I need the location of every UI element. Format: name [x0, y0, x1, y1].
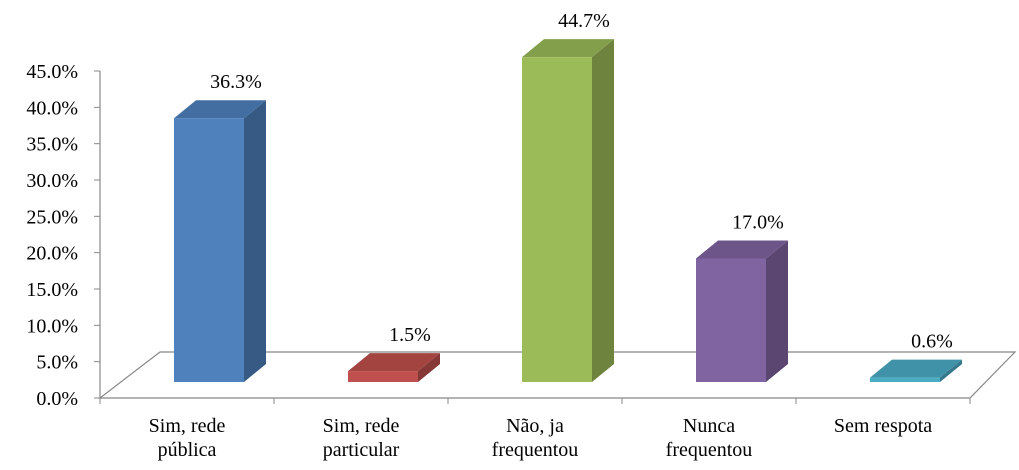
bar-top: [174, 100, 266, 119]
bar-side: [940, 359, 962, 382]
value-label: 0.6%: [911, 331, 953, 353]
x-tick-label: Não, ja frequentou: [491, 415, 579, 461]
y-tick-label: 40.0%: [26, 97, 78, 119]
y-tick-label: 45.0%: [26, 61, 78, 83]
bar-top: [522, 39, 614, 58]
x-tick-label: Sim, rede particular: [322, 415, 400, 461]
y-tick-label: 20.0%: [26, 243, 78, 265]
bar: [348, 371, 418, 382]
bar-top: [870, 359, 962, 378]
floor: [98, 351, 1017, 399]
value-label: 17.0%: [732, 211, 784, 233]
value-label: 36.3%: [210, 71, 262, 93]
bar-top: [696, 240, 788, 259]
bar: [870, 377, 940, 382]
y-tick-label: 30.0%: [26, 170, 78, 192]
y-tick-label: 5.0%: [36, 352, 78, 374]
x-tick-label: Nunca frequentou: [665, 415, 753, 461]
bar-side: [418, 353, 440, 382]
x-tick-label: Sem respota: [833, 415, 933, 437]
bar-side: [244, 100, 266, 382]
value-label: 44.7%: [558, 10, 610, 32]
y-tick-label: 25.0%: [26, 206, 78, 228]
y-tick-label: 35.0%: [26, 134, 78, 156]
bar: [174, 118, 244, 382]
bar-side: [592, 39, 614, 383]
y-tick-label: 0.0%: [36, 388, 78, 410]
x-tick-label: Sim, rede pública: [148, 415, 226, 461]
y-tick-label: 10.0%: [26, 315, 78, 337]
bar-top: [348, 353, 440, 372]
bar-side: [766, 240, 788, 382]
bar: [522, 57, 592, 383]
y-tick-label: 15.0%: [26, 279, 78, 301]
bar: [696, 258, 766, 382]
value-label: 1.5%: [389, 324, 431, 346]
